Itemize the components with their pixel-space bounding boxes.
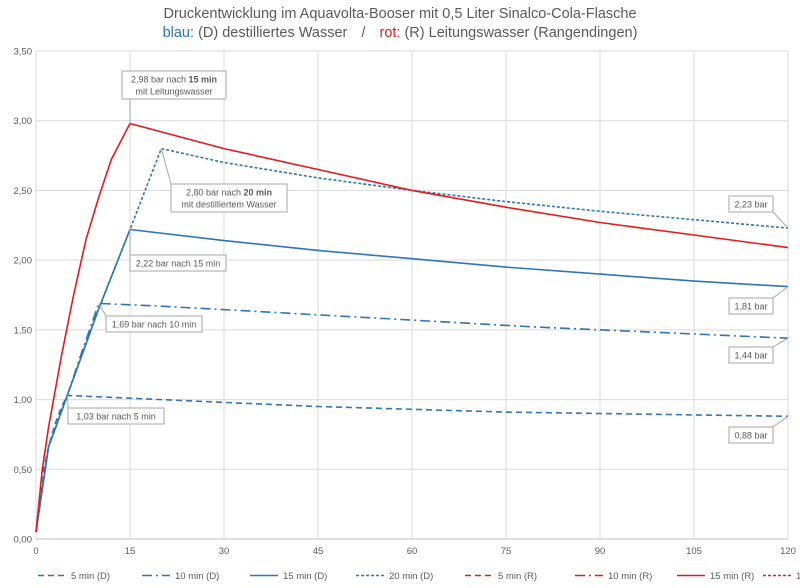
legend-label: 20 min (D) xyxy=(389,571,433,582)
annotation-label: 2,98 bar nach 15 min xyxy=(131,75,217,85)
x-tick-label: 30 xyxy=(219,546,230,557)
legend-item: 5 min (R) xyxy=(465,571,537,582)
annotation-box xyxy=(129,254,227,272)
legend-item: 15+3+3 min (R) xyxy=(763,571,800,582)
annotation-leader xyxy=(772,415,789,428)
x-tick-label: 75 xyxy=(501,546,512,557)
subtitle-blue-text: (D) destilliertes Wasser xyxy=(198,25,348,41)
x-tick-label: 45 xyxy=(313,546,324,557)
legend-label: 10 min (R) xyxy=(608,571,652,582)
annotation-ann-298: 2,98 bar nach 15 min mit Leitungswasser xyxy=(121,70,227,124)
subtitle-separator: / xyxy=(361,25,366,41)
chart-title: Druckentwicklung im Aquavolta-Booser mit… xyxy=(0,6,800,22)
chart-title-text: Druckentwicklung im Aquavolta-Booser mit… xyxy=(163,6,637,22)
legend-item: 15 min (R) xyxy=(677,571,754,582)
annotation-box xyxy=(728,195,774,213)
annotation-label: 1,81 bar xyxy=(734,302,767,312)
tick-labels: 0,00 0,50 1,00 1,50 2,00 2,50 3,00 3,50 0 15 30 45 6… xyxy=(14,47,796,558)
y-tick-label: 3,00 xyxy=(14,116,33,127)
y-tick-label: 1,00 xyxy=(14,395,33,406)
grid xyxy=(35,50,789,540)
annotation-leader xyxy=(160,148,172,185)
annotation-leader xyxy=(66,395,69,409)
annotation-label: mit destilliertem Wasser xyxy=(181,200,276,210)
annotation-text: 1,44 bar xyxy=(734,351,767,361)
annotation-text: 2,98 bar nach xyxy=(131,75,189,85)
legend-item: 10 min (R) xyxy=(575,571,652,582)
x-tick-label: 90 xyxy=(595,546,606,557)
annotation-label: 1,03 bar nach 5 min xyxy=(76,412,156,422)
chart-subtitle: blau: (D) destilliertes Wasser / rot: (R… xyxy=(0,25,800,41)
y-tick-label: 2,00 xyxy=(14,256,33,267)
series-line-0 xyxy=(35,394,789,533)
annotation-box xyxy=(728,346,774,364)
annotation-text: 1,81 bar xyxy=(734,302,767,312)
annotation-leader xyxy=(772,337,789,348)
annotation-ann-169: 1,69 bar nach 10 min xyxy=(98,303,203,333)
annotation-label: 0,88 bar xyxy=(734,431,767,441)
legend-item: 5 min (D) xyxy=(38,571,110,582)
annotation-label: 2,22 bar nach 15 min xyxy=(136,259,221,269)
annotation-leader xyxy=(772,286,789,299)
legend-item: 10 min (D) xyxy=(142,571,219,582)
annotation-ann-222: 2,22 bar nach 15 min xyxy=(129,229,227,272)
legend-label: 5 min (R) xyxy=(498,571,537,582)
legend-label: 15 min (R) xyxy=(710,571,754,582)
annotation-ann-280: 2,80 bar nach 20 min mit destilliertem Wa… xyxy=(160,148,288,213)
annotation-label: 1,44 bar xyxy=(734,351,767,361)
legend-label: 15+3+3 min (R) xyxy=(796,571,800,582)
x-tick-label: 120 xyxy=(780,546,796,557)
annotation-leader xyxy=(98,303,107,317)
annotation-label: 2,80 bar nach 20 min xyxy=(186,188,272,198)
y-tick-label: 0,00 xyxy=(14,535,33,546)
annotation-text: 2,80 bar nach xyxy=(186,188,244,198)
legend-label: 15 min (D) xyxy=(283,571,327,582)
y-tick-label: 2,50 xyxy=(14,186,33,197)
legend-item: 20 min (D) xyxy=(356,571,433,582)
annotation-text: 2,23 bar xyxy=(734,200,767,210)
annotation-text-bold: 20 min xyxy=(244,188,273,198)
legend-item: 15 min (D) xyxy=(250,571,327,582)
annotation-ann-103: 1,03 bar nach 5 min xyxy=(66,395,165,425)
legend-label: 10 min (D) xyxy=(175,571,219,582)
x-tick-label: 60 xyxy=(407,546,418,557)
annotation-box xyxy=(67,407,165,425)
legend: 5 min (D) 10 min (D) 15 min (D) 20 min (D) 5… xyxy=(38,571,800,582)
annotation-box xyxy=(170,183,288,213)
annotation-ann-223: 2,23 bar xyxy=(728,195,789,229)
annotation-text-bold: 15 min xyxy=(189,75,218,85)
annotation-label: 1,69 bar nach 10 min xyxy=(112,320,197,330)
subtitle-blue-key: blau: xyxy=(162,25,195,41)
x-tick-label: 105 xyxy=(686,546,702,557)
subtitle-red-key: rot: xyxy=(379,25,401,41)
annotation-box xyxy=(121,70,227,100)
annotation-label: 2,23 bar xyxy=(734,200,767,210)
y-tick-label: 1,50 xyxy=(14,325,33,336)
legend-label: 5 min (D) xyxy=(71,571,110,582)
annotation-text: mit Leitungswasser xyxy=(135,87,212,97)
annotation-text: 0,88 bar xyxy=(734,431,767,441)
annotation-box xyxy=(728,426,774,444)
annotation-box xyxy=(105,315,203,333)
y-tick-label: 0,50 xyxy=(14,465,33,476)
annotation-label: mit Leitungswasser xyxy=(135,87,212,97)
x-tick-label: 15 xyxy=(125,546,136,557)
annotation-leader xyxy=(772,211,789,229)
annotation-text: 1,03 bar nach 5 min xyxy=(76,412,156,422)
annotation-text: mit destilliertem Wasser xyxy=(181,200,276,210)
annotation-ann-144: 1,44 bar xyxy=(728,337,789,364)
annotation-text: 1,69 bar nach 10 min xyxy=(112,320,197,330)
subtitle-red-text: (R) Leitungswasser (Rangendingen) xyxy=(404,25,638,41)
annotation-ann-088: 0,88 bar xyxy=(728,415,789,444)
annotation-box xyxy=(728,297,774,315)
annotation-ann-181: 1,81 bar xyxy=(728,286,789,315)
x-tick-label: 0 xyxy=(33,546,38,557)
annotation-text: 2,22 bar nach 15 min xyxy=(136,259,221,269)
y-tick-label: 3,50 xyxy=(14,47,33,58)
